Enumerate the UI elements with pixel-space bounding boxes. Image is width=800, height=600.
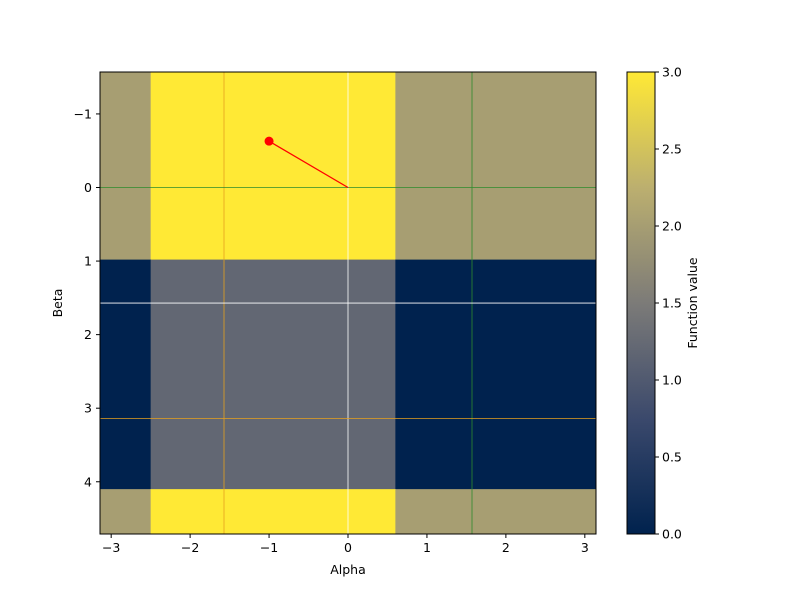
- colorbar-tick-label: 0.0: [662, 527, 682, 542]
- heatmap-cell: [100, 259, 152, 490]
- heatmap-cell: [150, 72, 396, 261]
- y-tick-label: 1: [84, 254, 92, 269]
- colorbar-ticks: 0.0 0.5 1.0 1.5 2.0 2.5 3.0: [655, 65, 682, 542]
- heatmap-cell: [395, 72, 597, 261]
- heatmap-cell: [100, 72, 152, 261]
- heatmap-cell: [100, 489, 152, 535]
- colorbar-tick-label: 1.5: [662, 296, 682, 311]
- colorbar-tick-label: 2.5: [662, 142, 682, 157]
- colorbar-tick-label: 3.0: [662, 65, 682, 80]
- x-tick-label: 0: [344, 540, 352, 555]
- colorbar-tick-label: 0.5: [662, 450, 682, 465]
- colorbar: [627, 72, 655, 534]
- x-tick-label: 2: [502, 540, 510, 555]
- path-layer: [264, 136, 349, 189]
- path-line: [268, 140, 349, 189]
- y-tick-label: 4: [84, 474, 92, 489]
- y-tick-label: 3: [84, 401, 92, 416]
- x-axis-ticks: −3 −2 −1 0 1 2 3: [102, 534, 589, 555]
- x-tick-label: 3: [581, 540, 589, 555]
- heatmap-cell: [395, 259, 597, 490]
- y-tick-label: 2: [84, 327, 92, 342]
- heatmap-cell: [150, 259, 396, 490]
- x-tick-label: −2: [181, 540, 199, 555]
- colorbar-label: Function value: [685, 257, 700, 349]
- y-tick-label: 0: [84, 180, 92, 195]
- x-tick-label: −3: [102, 540, 120, 555]
- heatmap-cell: [395, 489, 597, 535]
- y-axis-ticks: −1 0 1 2 3 4: [74, 106, 100, 489]
- heatmap-cell: [150, 489, 396, 535]
- y-tick-label: −1: [74, 106, 92, 121]
- y-axis-label: Beta: [50, 289, 65, 318]
- x-axis-label: Alpha: [330, 562, 366, 577]
- x-tick-label: −1: [260, 540, 278, 555]
- x-tick-label: 1: [423, 540, 431, 555]
- colorbar-tick-label: 1.0: [662, 373, 682, 388]
- path-marker: [264, 136, 274, 146]
- heatmap-cells: [100, 72, 597, 535]
- colorbar-tick-label: 2.0: [662, 219, 682, 234]
